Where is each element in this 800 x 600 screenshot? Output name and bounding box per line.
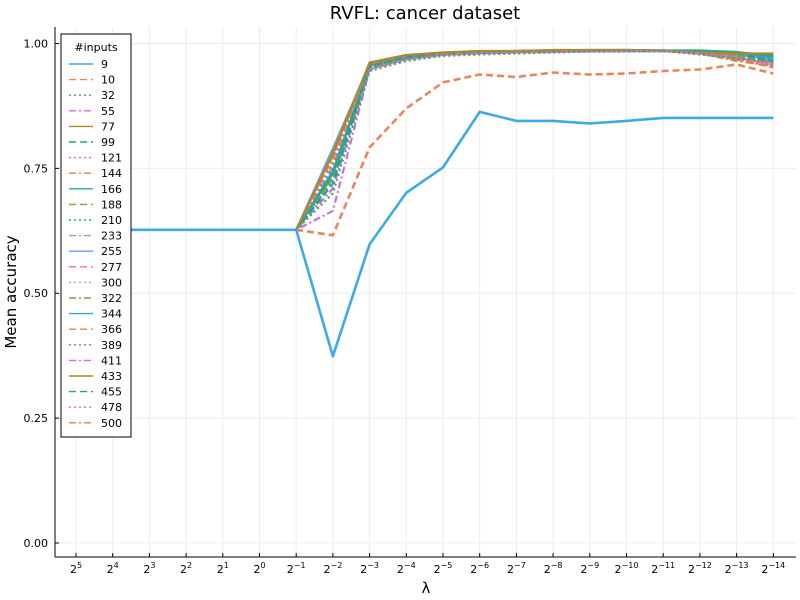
legend-label: 411 — [101, 354, 122, 367]
x-tick-label: 2−8 — [544, 561, 563, 576]
x-tick-label: 2−14 — [761, 561, 785, 576]
x-tick-label: 25 — [70, 561, 82, 576]
legend-label: 478 — [101, 401, 122, 414]
x-tick-label: 23 — [143, 561, 155, 576]
x-tick-label: 22 — [180, 561, 192, 576]
x-tick-label: 21 — [217, 561, 229, 576]
legend-label: 10 — [101, 74, 115, 87]
legend-label: 233 — [101, 230, 122, 243]
legend-label: 99 — [101, 136, 115, 149]
axes — [54, 27, 796, 558]
legend-label: 300 — [101, 276, 122, 289]
y-axis-label: Mean accuracy — [2, 235, 20, 348]
legend-label: 144 — [101, 167, 122, 180]
legend-label: 210 — [101, 214, 122, 227]
legend-label: 455 — [101, 386, 122, 399]
x-tick-label: 2−1 — [287, 561, 306, 576]
x-tick-label: 2−2 — [324, 561, 343, 576]
x-tick-label: 20 — [253, 561, 265, 576]
x-tick-label: 2−7 — [507, 561, 526, 576]
chart-title: RVFL: cancer dataset — [330, 3, 521, 24]
x-tick-label: 2−6 — [470, 561, 489, 576]
legend-label: 500 — [101, 417, 122, 430]
legend-label: 344 — [101, 308, 122, 321]
y-tick-labels: 0.00 0.25 0.50 0.75 1.00 — [24, 37, 59, 550]
legend-label: 277 — [101, 261, 122, 274]
x-tick-labels: 25 24 23 22 21 20 2−1 2−2 2−3 2−4 2−5 2−6 2−7 2−8 2−9 2… — [70, 553, 785, 576]
y-tick-label: 1.00 — [24, 37, 49, 50]
x-tick-label: 2−13 — [725, 561, 749, 576]
legend-items: 9 10 32 55 77 99 121 144 166 188 210 233 255 277 300 32… — [69, 58, 122, 430]
x-tick-label: 2−9 — [580, 561, 599, 576]
x-tick-label: 24 — [107, 561, 119, 576]
legend-label: 9 — [101, 58, 108, 71]
legend-label: 389 — [101, 339, 122, 352]
legend-title: #inputs — [74, 41, 118, 54]
legend-label: 322 — [101, 292, 122, 305]
legend-label: 121 — [101, 152, 122, 165]
legend-label: 32 — [101, 89, 115, 102]
y-tick-label: 0.50 — [24, 287, 49, 300]
legend-label: 433 — [101, 370, 122, 383]
series-layer — [76, 48, 774, 358]
x-tick-label: 2−5 — [434, 561, 453, 576]
legend-label: 188 — [101, 198, 122, 211]
x-tick-label: 2−12 — [688, 561, 712, 576]
y-tick-label: 0.75 — [24, 162, 49, 175]
y-tick-label: 0.25 — [24, 412, 49, 425]
legend-label: 166 — [101, 183, 122, 196]
legend-label: 366 — [101, 323, 122, 336]
grid — [55, 27, 796, 557]
legend-label: 55 — [101, 105, 115, 118]
x-tick-label: 2−3 — [360, 561, 379, 576]
x-tick-label: 2−4 — [397, 561, 416, 576]
legend-label: 77 — [101, 120, 115, 133]
x-axis-label: λ — [422, 579, 431, 597]
series-line-9 — [76, 110, 774, 358]
x-tick-label: 2−11 — [651, 561, 675, 576]
legend-label: 255 — [101, 245, 122, 258]
legend: #inputs 9 10 32 55 77 99 121 144 166 188 210 233 255… — [60, 33, 132, 438]
x-tick-label: 2−10 — [615, 561, 639, 576]
y-tick-label: 0.00 — [24, 537, 49, 550]
